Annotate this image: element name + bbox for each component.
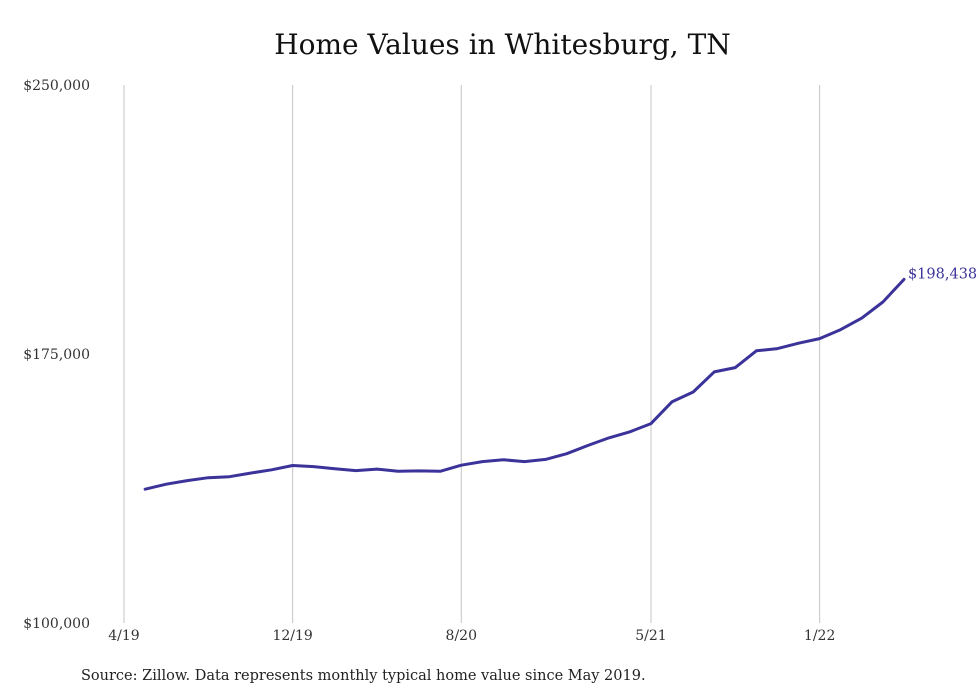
chart-title: Home Values in Whitesburg, TN [274,28,731,61]
series-layer: $198,438 [143,266,977,491]
end-value-label: $198,438 [908,266,977,282]
data-point [439,470,442,473]
data-point [734,366,737,369]
data-point [818,337,821,340]
data-point [481,460,484,463]
data-point [228,475,231,478]
data-point [544,458,547,461]
data-point [881,301,884,304]
data-point [502,458,505,461]
data-point [249,472,252,475]
data-point [650,422,653,425]
data-point [839,328,842,331]
source-note: Source: Zillow. Data represents monthly … [81,668,646,684]
data-point [354,469,357,472]
data-point [144,488,147,491]
x-tick-label: 5/21 [635,628,666,644]
data-point [692,391,695,394]
data-point [586,444,589,447]
data-point [186,479,189,482]
data-point [671,400,674,403]
data-point [291,464,294,467]
axis-labels: 4/19 12/19 8/20 5/21 1/22 $100,000 $175,000 $25… [23,78,835,644]
x-tick-label: 1/22 [804,628,835,644]
y-tick-label: $100,000 [23,616,90,632]
y-tick-label: $175,000 [23,347,90,363]
data-point [607,436,610,439]
data-point [713,370,716,373]
data-point [270,468,273,471]
y-tick-label: $250,000 [23,78,90,94]
x-tick-label: 8/20 [446,628,477,644]
data-point [418,469,421,472]
data-point [207,476,210,479]
data-point [776,347,779,350]
data-point [628,430,631,433]
data-point [312,465,315,468]
data-point [860,317,863,320]
x-tick-label: 12/19 [272,628,312,644]
data-point [397,470,400,473]
data-point [165,483,168,486]
data-point [797,342,800,345]
data-point [460,464,463,467]
data-point [333,467,336,470]
data-point [523,460,526,463]
x-tick-label: 4/19 [108,628,139,644]
data-point [903,278,906,281]
series-line-0 [143,277,906,491]
gridlines [123,85,821,623]
data-point [565,452,568,455]
data-point [755,349,758,352]
data-point [376,468,379,471]
